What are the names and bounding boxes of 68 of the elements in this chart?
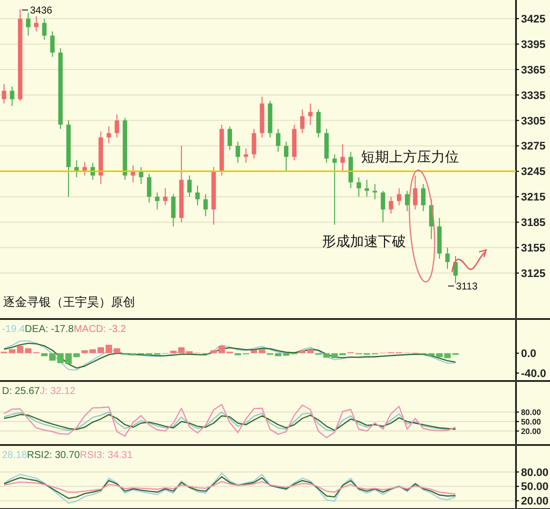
y-tick-label: 3305 [521, 115, 546, 128]
y-tick-label: 3425 [521, 14, 546, 26]
candlestick [413, 175, 418, 210]
y-tick-label: 20.00 [521, 496, 549, 508]
candlestick [171, 194, 176, 227]
candlestick [26, 12, 30, 36]
candlestick [236, 141, 240, 164]
annotation: 逐金寻银（王宇昊）原创 [3, 295, 135, 309]
line-series [3, 480, 456, 495]
candlestick [34, 16, 38, 32]
candlestick [146, 173, 152, 204]
series-label: DEA: -17.8 [24, 324, 74, 335]
annotation: 3113 [456, 282, 478, 292]
candlestick [228, 126, 232, 151]
y-tick-label: 3245 [521, 166, 546, 178]
candlestick [300, 108, 305, 134]
candlestick [396, 188, 402, 206]
candlestick [195, 185, 200, 206]
candlestick [284, 141, 288, 172]
y-tick-label: -40.0 [521, 368, 546, 380]
y-tick-label: 3365 [521, 64, 546, 76]
line-series [3, 404, 456, 438]
candlestick [244, 148, 248, 164]
y-tick-label: 3155 [521, 242, 546, 254]
line-series [3, 472, 456, 504]
candlestick [203, 194, 208, 217]
candlestick [445, 247, 450, 270]
annotation: 3436 [30, 6, 53, 16]
y-tick-label: 3215 [521, 192, 546, 204]
candlestick [372, 184, 378, 200]
line-series [3, 476, 456, 499]
candlestick [276, 128, 280, 152]
y-tick-label: 3275 [521, 140, 546, 153]
candlestick [388, 196, 394, 214]
y-tick-label: 80.00 [521, 466, 549, 479]
candlestick [421, 184, 426, 212]
text: D: 25.67 [2, 386, 40, 397]
candlestick [252, 128, 256, 160]
series-label: J: 32.12 [40, 386, 76, 397]
annotation: 形成加速下破 [322, 233, 406, 249]
series-label: 28.18 [2, 450, 28, 461]
y-tick-label: 3125 [521, 268, 546, 280]
y-tick-label: 3185 [521, 217, 546, 230]
series-label: RSI2: 30.70 [27, 450, 80, 461]
y-tick-label: 0.0 [521, 348, 536, 360]
candlestick [308, 102, 313, 126]
y-tick-label: 3395 [521, 38, 546, 51]
candlestick [340, 144, 345, 172]
candlestick [163, 188, 168, 206]
ref-line-label: 短期上方压力位 [361, 148, 460, 164]
series-label: MACD: -3.2 [74, 324, 126, 335]
candlestick [10, 86, 14, 106]
y-tick-label: 3335 [521, 90, 546, 102]
candlestick [106, 126, 112, 144]
candlestick [114, 114, 120, 138]
candlestick [404, 190, 410, 212]
candlestick [364, 179, 370, 198]
candlestick [42, 18, 47, 40]
text: RSI3: 34.31 [80, 450, 134, 461]
candlestick [380, 190, 386, 223]
series-label: -19.4 [2, 324, 26, 335]
y-tick-label: 50.00 [521, 481, 549, 494]
candlestick [356, 176, 361, 198]
candlestick [332, 154, 337, 226]
candlestick [155, 192, 160, 210]
candlestick [2, 83, 6, 104]
bar [250, 350, 258, 354]
candlestick [50, 30, 55, 58]
